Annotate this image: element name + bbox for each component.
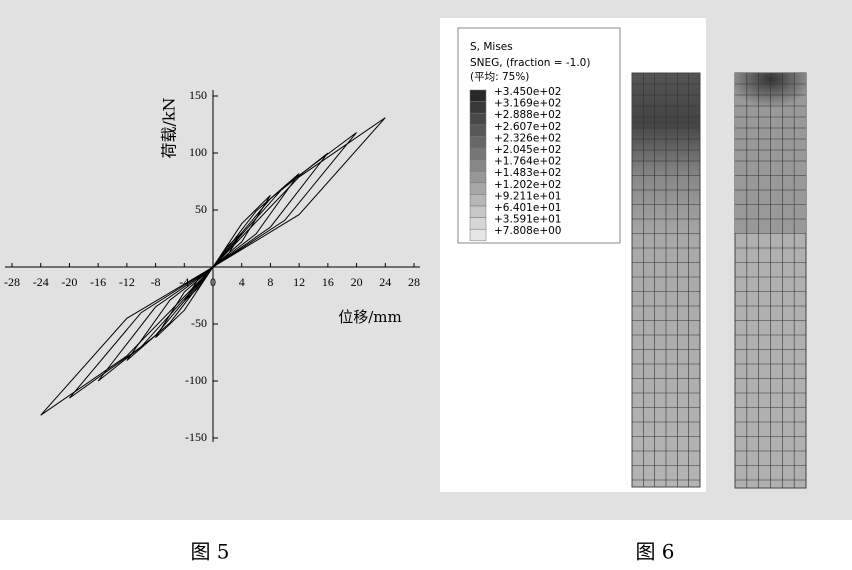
legend-swatch bbox=[470, 113, 486, 125]
legend-value: +3.450e+02 bbox=[494, 86, 561, 98]
y-axis-title: 荷载/kN bbox=[160, 97, 179, 158]
x-axis-title: 位移/mm bbox=[338, 308, 402, 326]
legend-title: SNEG, (fraction = -1.0) bbox=[470, 57, 590, 69]
y-tick-label: -150 bbox=[185, 430, 207, 444]
legend-value: +2.326e+02 bbox=[494, 132, 561, 144]
legend-swatch bbox=[470, 102, 486, 114]
figure-page: S, Mises SNEG, (fraction = -1.0) (平均: 75… bbox=[0, 0, 852, 570]
legend-swatch bbox=[470, 90, 486, 102]
legend-swatch bbox=[470, 160, 486, 172]
y-tick-label: -100 bbox=[185, 373, 207, 387]
x-tick-label: 8 bbox=[267, 275, 273, 289]
legend-value: +2.607e+02 bbox=[494, 121, 561, 133]
x-tick-label: 12 bbox=[293, 275, 305, 289]
legend-value: +2.888e+02 bbox=[494, 109, 561, 121]
y-tick-label: -50 bbox=[191, 316, 207, 330]
x-tick-label: 4 bbox=[239, 275, 245, 289]
x-tick-label: 20 bbox=[351, 275, 363, 289]
legend-swatch bbox=[470, 218, 486, 230]
x-tick-label: -20 bbox=[61, 275, 77, 289]
legend-swatch bbox=[470, 125, 486, 137]
figure-background bbox=[0, 0, 852, 520]
legend-value: +3.591e+01 bbox=[494, 214, 561, 226]
legend-value: +7.808e+00 bbox=[494, 225, 561, 237]
x-tick-label: -16 bbox=[90, 275, 106, 289]
x-tick-label: 24 bbox=[379, 275, 391, 289]
legend-value: +6.401e+01 bbox=[494, 202, 561, 214]
legend-swatch bbox=[470, 148, 486, 160]
x-tick-label: 0 bbox=[210, 275, 216, 289]
legend-swatch bbox=[470, 206, 486, 218]
legend-swatch bbox=[470, 171, 486, 183]
legend-swatch bbox=[470, 229, 486, 241]
x-tick-label: 28 bbox=[408, 275, 420, 289]
legend-title: S, Mises bbox=[470, 41, 513, 53]
y-tick-label: 100 bbox=[189, 145, 207, 159]
x-tick-label: -8 bbox=[151, 275, 161, 289]
x-tick-label: -12 bbox=[119, 275, 135, 289]
legend-value: +2.045e+02 bbox=[494, 144, 561, 156]
x-tick-label: -28 bbox=[4, 275, 20, 289]
legend-swatch bbox=[470, 194, 486, 206]
legend-value: +9.211e+01 bbox=[494, 190, 561, 202]
legend-swatch bbox=[470, 183, 486, 195]
caption: 图 6 bbox=[635, 540, 674, 564]
legend-value: +3.169e+02 bbox=[494, 98, 561, 110]
legend-swatch bbox=[470, 136, 486, 148]
legend-value: +1.483e+02 bbox=[494, 167, 561, 179]
caption: 图 5 bbox=[190, 540, 229, 564]
y-tick-label: 150 bbox=[189, 88, 207, 102]
legend-value: +1.202e+02 bbox=[494, 179, 561, 191]
y-tick-label: 50 bbox=[195, 202, 207, 216]
legend-title: (平均: 75%) bbox=[470, 71, 529, 83]
legend-value: +1.764e+02 bbox=[494, 156, 561, 168]
x-tick-label: -24 bbox=[33, 275, 49, 289]
x-tick-label: 16 bbox=[322, 275, 334, 289]
